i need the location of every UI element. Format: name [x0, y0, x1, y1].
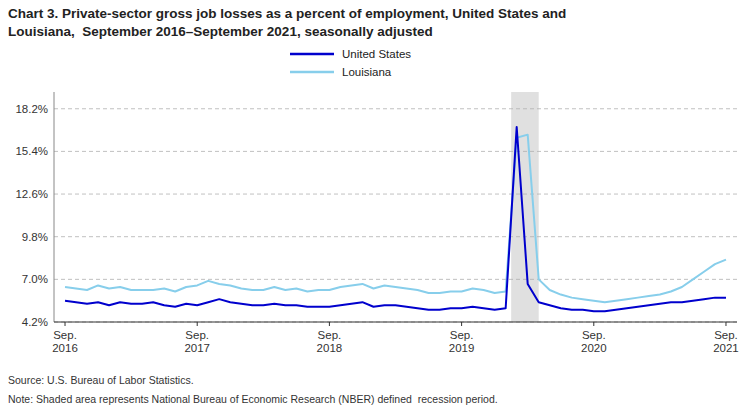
y-axis-line [54, 92, 55, 322]
x-tick [593, 322, 594, 326]
grid-line [54, 279, 737, 280]
y-tick-label: 18.2% [15, 103, 48, 115]
x-tick [329, 322, 330, 326]
shaded-region [511, 92, 539, 322]
y-tick-label: 4.2% [22, 316, 48, 328]
x-tick [725, 322, 726, 326]
x-tick-label: Sep.2019 [449, 329, 475, 354]
y-tick-label: 12.6% [15, 188, 48, 200]
x-tick [65, 322, 66, 326]
annotation: Note: Shaded area represents National Bu… [8, 393, 498, 405]
chart: Chart 3. Private-sector gross job losses… [0, 0, 751, 420]
x-tick [197, 322, 198, 326]
grid-line [54, 194, 737, 195]
subtitle: Louisiana, September 2016–September 2021… [8, 24, 433, 39]
x-tick-label: Sep.2016 [52, 329, 78, 354]
legend-swatch [290, 53, 334, 56]
legend-label: United States [342, 48, 411, 60]
grid-line [54, 108, 737, 109]
legend-label: Louisiana [342, 66, 392, 78]
x-tick-label: Sep.2020 [581, 329, 607, 354]
lines [65, 127, 726, 311]
annotation: Source: U.S. Bureau of Labor Statistics. [8, 374, 194, 386]
x-tick [461, 322, 462, 326]
line-series [65, 127, 726, 311]
grid-line [54, 151, 737, 152]
title: Chart 3. Private-sector gross job losses… [8, 6, 566, 21]
x-tick-label: Sep.2021 [713, 329, 739, 354]
y-tick-label: 7.0% [22, 273, 48, 285]
legend-swatch [290, 71, 334, 74]
y-tick-label: 9.8% [22, 231, 48, 243]
grid-line [54, 236, 737, 237]
grid-line [54, 322, 737, 323]
line-series [65, 135, 726, 303]
x-axis-line [54, 322, 737, 323]
x-tick-label: Sep.2018 [317, 329, 343, 354]
y-tick-label: 15.4% [15, 145, 48, 157]
x-tick-label: Sep.2017 [184, 329, 210, 354]
